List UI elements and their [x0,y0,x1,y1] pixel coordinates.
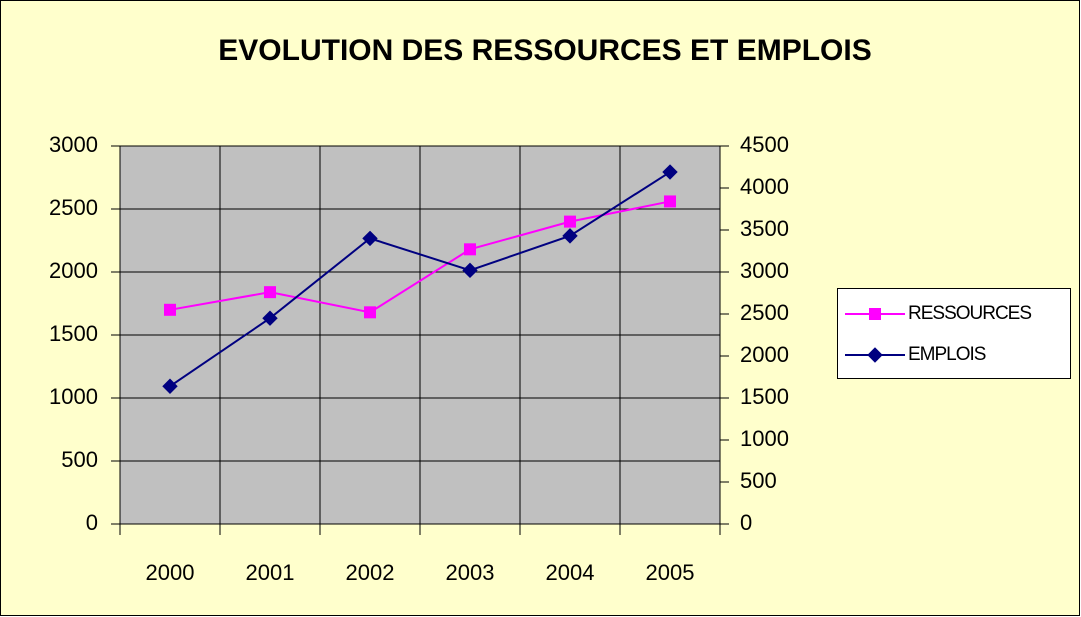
data-point [662,164,678,180]
data-point [464,243,476,256]
y-tick-label: 1500 [49,321,98,346]
y2-tick-label: 1000 [740,426,789,451]
y-tick-label: 2000 [49,258,98,283]
y-tick-label: 1000 [49,384,98,409]
y2-tick-label: 1500 [740,384,789,409]
x-tick-label: 2001 [246,560,295,585]
y2-tick-label: 4500 [740,132,789,157]
data-point [364,306,376,319]
y2-tick-label: 4000 [740,174,789,199]
y2-tick-label: 3000 [740,258,789,283]
series-line [169,200,671,314]
y2-tick-label: 500 [740,468,777,493]
legend-label: EMPLOIS [908,344,986,365]
legend-marker [867,347,883,363]
y-tick-label: 0 [86,510,98,535]
y2-tick-label: 3500 [740,216,789,241]
x-tick-label: 2003 [446,560,495,585]
data-point [462,262,478,279]
data-point [262,310,278,326]
data-point [362,230,378,247]
y-tick-label: 3000 [49,132,98,157]
data-point [164,303,176,316]
y2-tick-label: 2500 [740,300,789,325]
series-line [169,171,671,388]
data-point [564,215,576,228]
y-tick-label: 500 [61,447,98,472]
y2-tick-label: 0 [740,510,752,535]
legend-marker [869,308,881,320]
data-point [664,195,676,208]
x-tick-label: 2005 [646,560,695,585]
x-tick-label: 2004 [546,560,595,585]
y2-tick-label: 2000 [740,342,789,367]
data-point [562,228,578,244]
chart-title: EVOLUTION DES RESSOURCES ET EMPLOIS [218,34,871,67]
x-tick-label: 2000 [146,560,195,585]
legend [837,288,1071,379]
data-point [162,378,178,394]
y-tick-label: 2500 [49,195,98,220]
legend-label: RESSOURCES [908,303,1031,324]
x-tick-label: 2002 [346,560,395,585]
data-point [264,286,276,299]
